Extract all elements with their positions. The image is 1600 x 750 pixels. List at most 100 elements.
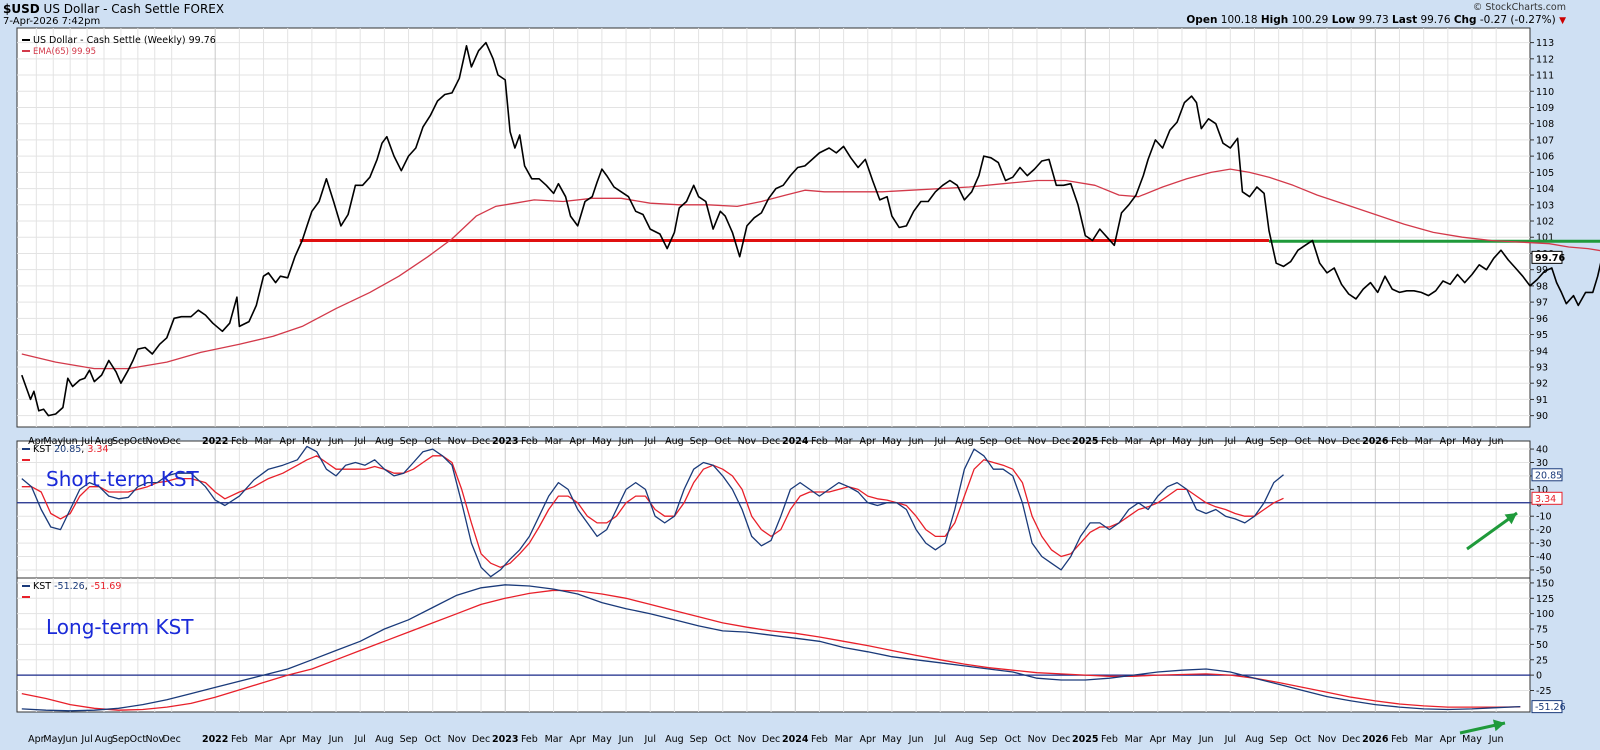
x-tick-label: Sep [112, 436, 130, 447]
y-tick-label: 101 [1536, 233, 1554, 244]
x-tick-label: May [302, 436, 322, 447]
kst-legend: KST 20.85, 3.34 [33, 444, 109, 455]
brand-watermark: © StockCharts.com [1472, 2, 1566, 13]
x-tick-label: Apr [860, 734, 877, 745]
x-tick-label: Jun [328, 734, 344, 745]
x-tick-label: May [882, 734, 902, 745]
x-tick-label: Dec [1052, 734, 1070, 745]
y-tick-label: 91 [1536, 395, 1548, 406]
x-tick-label: 2022 [202, 734, 228, 745]
x-tick-label: 2026 [1362, 734, 1389, 745]
x-tick-label: Jul [353, 734, 365, 745]
x-tick-label: Sep [112, 734, 130, 745]
x-tick-label: Aug [375, 734, 394, 745]
x-tick-label: May [592, 734, 612, 745]
x-tick-label: Apr [279, 436, 296, 447]
x-tick-label: Apr [570, 436, 587, 447]
series-line-3-1 [21, 584, 1521, 712]
y-tick-label: 93 [1536, 362, 1548, 373]
x-tick-label: 2023 [492, 734, 518, 745]
y-tick-label: 96 [1536, 314, 1548, 325]
y-tick-label: -40 [1536, 552, 1552, 563]
x-tick-label: Apr [1150, 436, 1167, 447]
x-tick-label: Jul [934, 436, 946, 447]
x-tick-label: Aug [95, 734, 114, 745]
x-tick-label: Aug [1245, 436, 1264, 447]
x-tick-label: Jun [328, 436, 344, 447]
symbol: $USD [3, 2, 40, 16]
x-tick-label: Jul [934, 734, 946, 745]
chg-value: -0.27 (-0.27%) [1479, 14, 1556, 26]
legend-series-name: EMA(65) [33, 47, 72, 57]
kst-legend-value: 20.85 [54, 444, 81, 455]
x-tick-label: 2024 [782, 436, 809, 447]
x-tick-label: Nov [145, 436, 164, 447]
x-tick-label: Jun [1488, 436, 1504, 447]
x-tick-label: Aug [665, 734, 684, 745]
legend-entry: EMA(65) 99.95 [33, 47, 96, 57]
y-tick-label: 125 [1536, 594, 1554, 605]
y-tick-label: 10 [1536, 485, 1548, 496]
y-tick-label: 95 [1536, 330, 1548, 341]
x-tick-label: Oct [1005, 436, 1022, 447]
x-tick-label: 2022 [202, 436, 228, 447]
x-tick-label: May [1172, 436, 1192, 447]
legend-separator: , [81, 444, 87, 455]
kst-legend-title: KST [33, 581, 54, 592]
value-badge: -51.26 [1535, 702, 1566, 713]
x-tick-label: Aug [95, 436, 114, 447]
x-tick-label: Dec [1052, 436, 1070, 447]
y-tick-label: 98 [1536, 281, 1548, 292]
y-tick-label: 94 [1536, 346, 1548, 357]
value-badge: 20.85 [1535, 470, 1562, 481]
y-tick-label: -25 [1536, 686, 1552, 697]
x-tick-label: Feb [1101, 734, 1118, 745]
ohlc-readout: Open 100.18 High 100.29 Low 99.73 Last 9… [1186, 14, 1566, 26]
x-tick-label: Apr [28, 436, 45, 447]
y-tick-label: 105 [1536, 168, 1554, 179]
x-tick-label: Sep [400, 436, 418, 447]
x-tick-label: 2024 [782, 734, 809, 745]
value-badge-box [1531, 700, 1563, 714]
x-tick-label: Jul [644, 436, 656, 447]
panel-2-plot-area [16, 440, 1531, 579]
series-line-2-2 [21, 455, 1284, 568]
chg-label: Chg [1453, 14, 1477, 26]
x-tick-label: Apr [570, 734, 587, 745]
x-tick-label: Mar [545, 734, 563, 745]
last-value: 99.76 [1420, 14, 1451, 26]
x-tick-label: Oct [130, 436, 147, 447]
high-value: 100.29 [1291, 14, 1329, 26]
y-tick-label: 104 [1536, 184, 1554, 195]
x-tick-label: Oct [715, 734, 732, 745]
y-tick-label: -20 [1536, 525, 1552, 536]
x-tick-label: Aug [955, 734, 974, 745]
x-tick-label: Mar [1125, 734, 1143, 745]
signal-legend-value: -51.69 [91, 581, 122, 592]
y-tick-label: -30 [1536, 539, 1552, 550]
down-arrow-icon: ▼ [1559, 16, 1566, 26]
value-badge: 3.34 [1535, 494, 1556, 505]
long-term-up-arrow-head [1492, 719, 1505, 732]
x-tick-label: Sep [690, 436, 708, 447]
x-tick-label: May [302, 734, 322, 745]
x-tick-label: May [1172, 734, 1192, 745]
x-tick-label: Mar [835, 436, 853, 447]
y-tick-label: 90 [1536, 411, 1548, 422]
y-tick-label: 111 [1536, 71, 1554, 82]
x-tick-label: Oct [424, 734, 441, 745]
open-label: Open [1186, 14, 1218, 26]
x-tick-label: Dec [162, 734, 180, 745]
y-tick-label: 75 [1536, 625, 1548, 636]
y-tick-label: 0 [1536, 671, 1542, 682]
y-tick-label: 30 [1536, 458, 1548, 469]
value-badge-box [1531, 250, 1563, 264]
low-label: Low [1331, 14, 1356, 26]
x-tick-label: Dec [472, 734, 490, 745]
x-tick-label: Jun [908, 436, 924, 447]
y-tick-label: -50 [1536, 565, 1552, 576]
exchange: FOREX [183, 2, 225, 16]
y-tick-label: 103 [1536, 200, 1554, 211]
kst-legend-value: -51.26 [54, 581, 85, 592]
y-tick-label: 150 [1536, 578, 1554, 589]
